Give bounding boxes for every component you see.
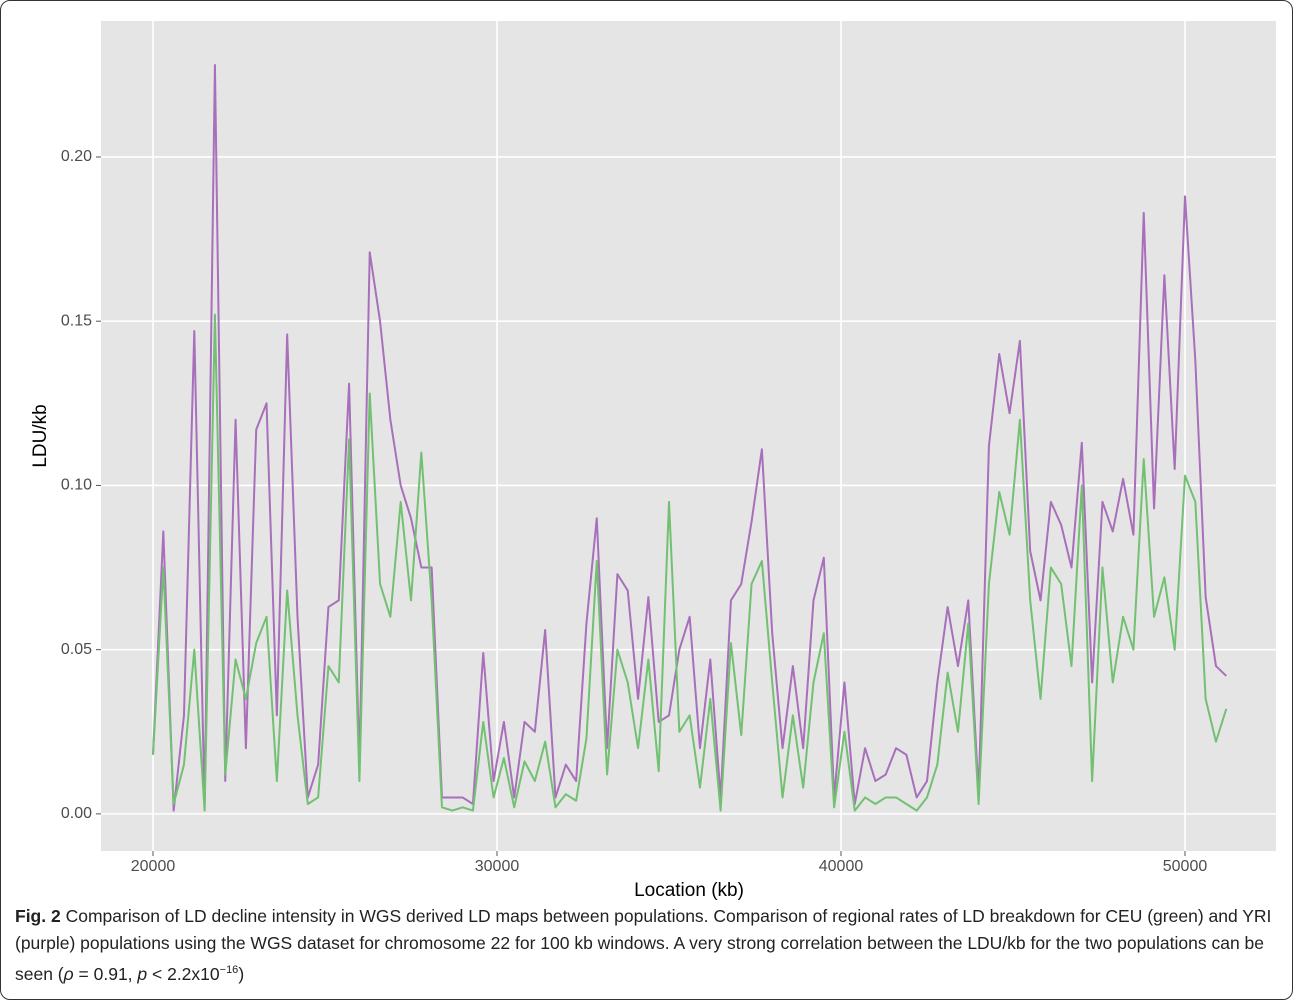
caption-text: Comparison of LD decline intensity in WG…: [15, 906, 1272, 984]
y-tick-label: 0.20: [61, 148, 92, 165]
y-tick-label: 0.05: [61, 641, 92, 658]
caption-text: < 2.2x10: [147, 963, 220, 984]
x-tick-label: 40000: [819, 858, 864, 875]
chart: Location (kb) LDU/kb 0.00 0.05 0.10 0.15 0.2…: [30, 21, 1276, 901]
x-axis-label: Location (kb): [634, 880, 744, 901]
series-line: [152, 64, 1227, 812]
y-tick-label: 0.15: [61, 312, 92, 329]
panel: [101, 21, 1276, 851]
caption-label: Fig. 2: [15, 906, 61, 926]
y-tick-label: 0.10: [61, 477, 92, 494]
x-tick-label: 30000: [475, 858, 520, 875]
caption-symbol: p: [137, 963, 148, 984]
y-tick-label: 0.00: [61, 805, 92, 822]
y-axis-label: LDU/kb: [30, 404, 51, 467]
caption-symbol: ρ: [63, 963, 74, 984]
x-tick-label: 20000: [131, 858, 176, 875]
series-line: [152, 313, 1228, 812]
caption-text: ): [238, 963, 245, 984]
caption-exponent: −16: [219, 964, 239, 976]
caption-text: = 0.91,: [73, 963, 138, 984]
caption: Fig. 2 Comparison of LD decline intensit…: [15, 903, 1280, 988]
x-tick-label: 50000: [1163, 858, 1208, 875]
